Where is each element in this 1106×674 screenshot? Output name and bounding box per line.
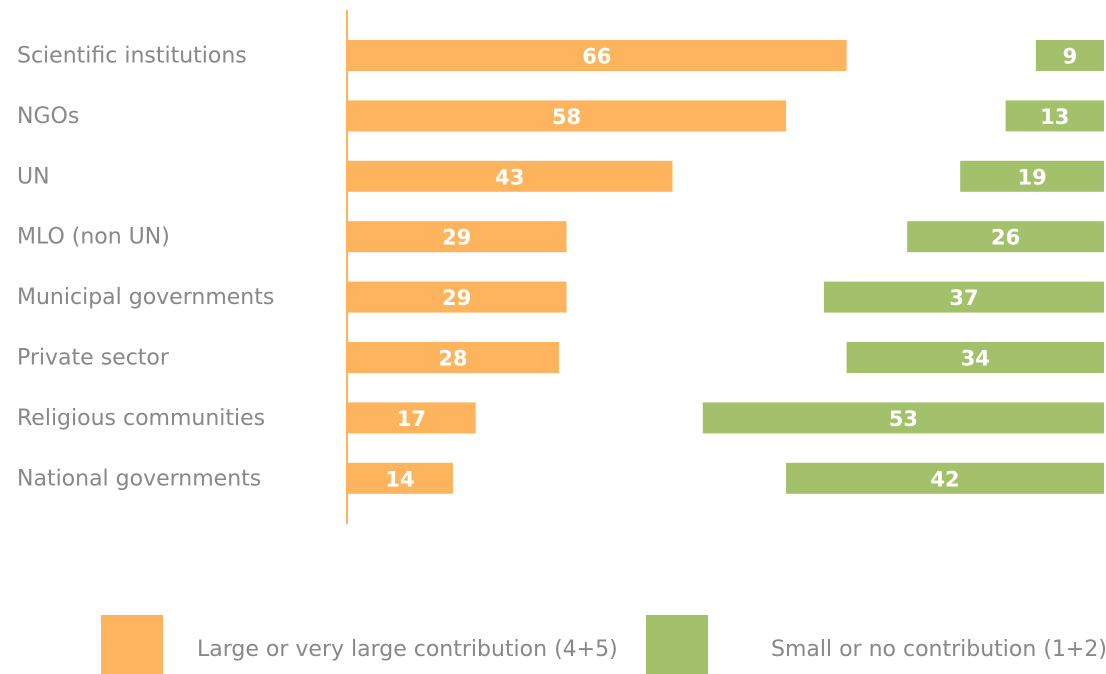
data-label-large: 14 (385, 467, 414, 491)
bar-small-contribution (823, 281, 1104, 313)
data-label-large: 66 (582, 45, 611, 69)
data-label-small: 42 (930, 467, 959, 491)
bar-small-contribution (786, 462, 1104, 494)
data-label-large: 17 (397, 407, 426, 431)
category-label: NGOs (17, 104, 79, 129)
data-label-large: 43 (495, 165, 524, 189)
data-label-small: 19 (1017, 165, 1046, 189)
bar-large-contribution (347, 221, 567, 253)
data-label-small: 13 (1040, 105, 1069, 129)
data-label-small: 37 (949, 286, 978, 310)
bar-large-contribution (347, 160, 673, 192)
bar-small-contribution (960, 160, 1104, 192)
bar-small-contribution (846, 342, 1104, 373)
category-label: Religious communities (17, 406, 265, 431)
bar-large-contribution (347, 462, 453, 494)
large-contribution-bars: 66 58 43 29 29 28 17 14 (347, 40, 847, 494)
bar-large-contribution (347, 100, 787, 132)
category-label: MLO (non UN) (17, 225, 170, 250)
legend-swatch-large (101, 615, 163, 674)
legend-label-large: Large or very large contribution (4+5) (197, 637, 618, 662)
category-label: National governments (17, 466, 261, 491)
small-contribution-bars: 9 13 19 26 37 34 53 42 (702, 40, 1104, 494)
bar-small-contribution (702, 402, 1104, 434)
data-label-large: 29 (442, 226, 471, 250)
bar-large-contribution (347, 281, 567, 313)
data-label-large: 29 (442, 286, 471, 310)
category-labels: Scientific institutions NGOs UN MLO (non UN… (17, 44, 274, 492)
bar-large-contribution (347, 342, 559, 373)
bar-small-contribution (1005, 100, 1104, 132)
category-label: Private sector (17, 346, 170, 371)
data-label-large: 28 (438, 347, 467, 371)
data-label-small: 9 (1063, 45, 1078, 69)
bar-large-contribution (347, 402, 476, 434)
bar-small-contribution (1035, 40, 1104, 71)
category-label: UN (17, 164, 50, 189)
bar-small-contribution (907, 221, 1104, 253)
legend-swatch-small (646, 615, 708, 674)
bar-large-contribution (347, 40, 847, 71)
category-label: Municipal governments (17, 285, 274, 310)
data-label-small: 26 (991, 226, 1020, 250)
legend-label-small: Small or no contribution (1+2) (771, 637, 1106, 662)
category-label: Scientific institutions (17, 44, 247, 69)
data-label-large: 58 (552, 105, 581, 129)
legend: Large or very large contribution (4+5) S… (101, 615, 1106, 674)
data-label-small: 53 (889, 407, 918, 431)
data-label-small: 34 (961, 347, 990, 371)
